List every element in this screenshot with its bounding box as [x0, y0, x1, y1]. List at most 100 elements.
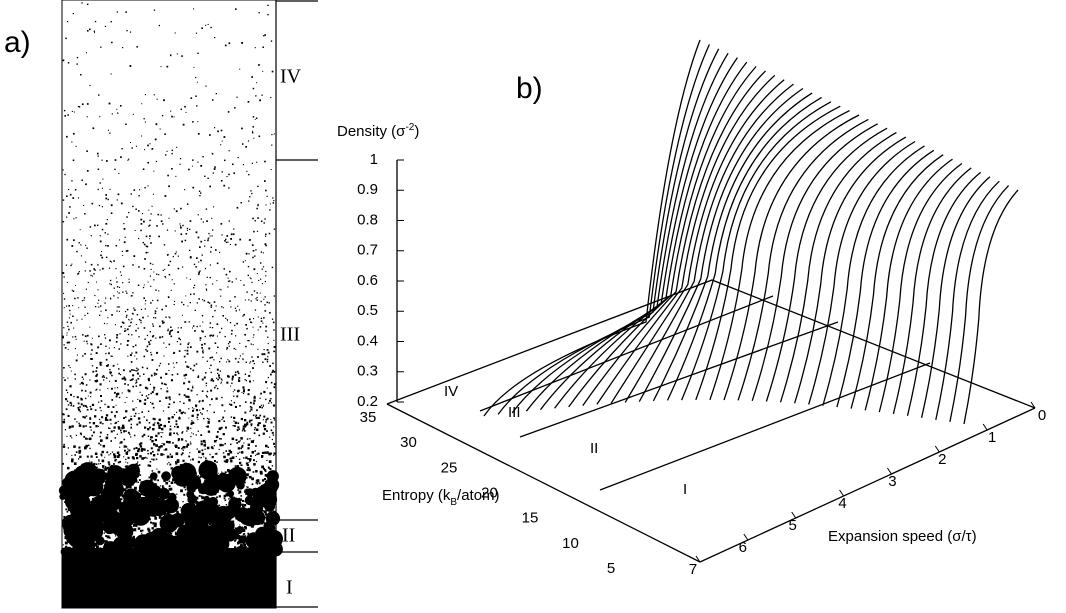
speckle — [208, 237, 210, 239]
speckle — [138, 318, 141, 321]
speckle — [240, 202, 242, 204]
speckle — [156, 392, 159, 395]
speckle — [192, 369, 195, 372]
speckle — [66, 135, 68, 138]
speckle — [228, 173, 230, 176]
speckle — [259, 422, 261, 424]
speckle — [253, 230, 255, 233]
speckle — [243, 543, 247, 547]
speckle — [98, 442, 100, 445]
speckle — [109, 132, 111, 134]
speckle — [203, 376, 206, 379]
speckle — [174, 252, 177, 255]
axis-label: Density (σ-2) — [337, 122, 419, 140]
density-curve — [963, 189, 1019, 425]
speckle — [269, 203, 271, 205]
cluster — [126, 463, 140, 477]
speckle — [227, 320, 228, 322]
speckle — [202, 356, 204, 358]
speed-tick — [982, 423, 988, 431]
speckle — [120, 343, 122, 345]
speckle — [82, 378, 84, 380]
speckle — [99, 389, 101, 391]
speckle — [238, 428, 241, 430]
speckle — [141, 532, 143, 534]
speckle — [210, 389, 213, 392]
speckle — [250, 190, 252, 192]
speckle — [169, 425, 172, 427]
speckle — [94, 224, 96, 227]
speckle — [230, 416, 233, 418]
speckle — [176, 460, 180, 463]
speckle — [101, 362, 103, 364]
speckle — [233, 389, 236, 391]
speckle — [152, 454, 156, 457]
speckle — [238, 440, 240, 443]
speckle — [213, 301, 216, 303]
speckle — [220, 144, 222, 146]
speckle — [197, 375, 200, 377]
speckle — [90, 263, 93, 266]
speckle — [147, 161, 149, 164]
speckle — [237, 305, 239, 307]
speckle — [67, 377, 69, 379]
density-curve — [539, 57, 738, 411]
speckle — [79, 432, 82, 435]
speckle — [186, 352, 189, 355]
speckle — [248, 458, 252, 461]
speckle — [93, 538, 96, 541]
speckle — [105, 436, 109, 440]
speckle — [258, 482, 261, 485]
speckle — [271, 134, 273, 136]
speckle — [205, 208, 208, 210]
speckle — [79, 229, 81, 231]
speckle — [243, 546, 247, 550]
speckle — [157, 432, 160, 435]
cluster — [80, 540, 94, 554]
speckle — [63, 109, 66, 112]
speckle — [244, 535, 247, 537]
density-curve — [864, 158, 953, 411]
speckle — [155, 434, 158, 437]
speckle — [153, 94, 155, 96]
speckle — [153, 386, 156, 389]
speckle — [163, 453, 165, 456]
speckle — [204, 442, 206, 444]
speckle — [205, 382, 208, 385]
speckle — [213, 411, 215, 414]
axis-label: Expansion speed (σ/τ) — [828, 528, 977, 545]
speckle — [64, 115, 66, 117]
speckle — [194, 309, 196, 311]
speckle — [203, 343, 206, 345]
speckle — [183, 394, 186, 397]
speckle — [153, 317, 155, 319]
simulation-image — [58, 0, 283, 608]
speckle — [216, 280, 218, 282]
speckle — [223, 136, 226, 138]
cluster — [101, 472, 109, 480]
cluster — [158, 487, 170, 500]
speckle — [76, 250, 78, 253]
speckle — [249, 371, 251, 373]
speckle — [205, 394, 207, 397]
speckle — [163, 99, 165, 102]
speckle — [268, 232, 271, 235]
speckle — [239, 238, 242, 241]
speckle — [270, 40, 273, 42]
speckle — [215, 249, 217, 251]
speckle — [247, 457, 249, 460]
speckle — [239, 342, 241, 344]
speckle — [219, 288, 221, 290]
speckle — [157, 448, 160, 452]
speckle — [205, 385, 207, 387]
speckle — [98, 306, 100, 308]
speckle — [165, 154, 167, 156]
speckle — [218, 427, 221, 431]
speckle — [150, 242, 152, 244]
speckle — [175, 452, 179, 456]
speckle — [258, 12, 260, 14]
speckle — [205, 426, 207, 428]
speckle — [119, 374, 122, 376]
speckle — [67, 447, 69, 449]
speckle — [177, 327, 179, 329]
